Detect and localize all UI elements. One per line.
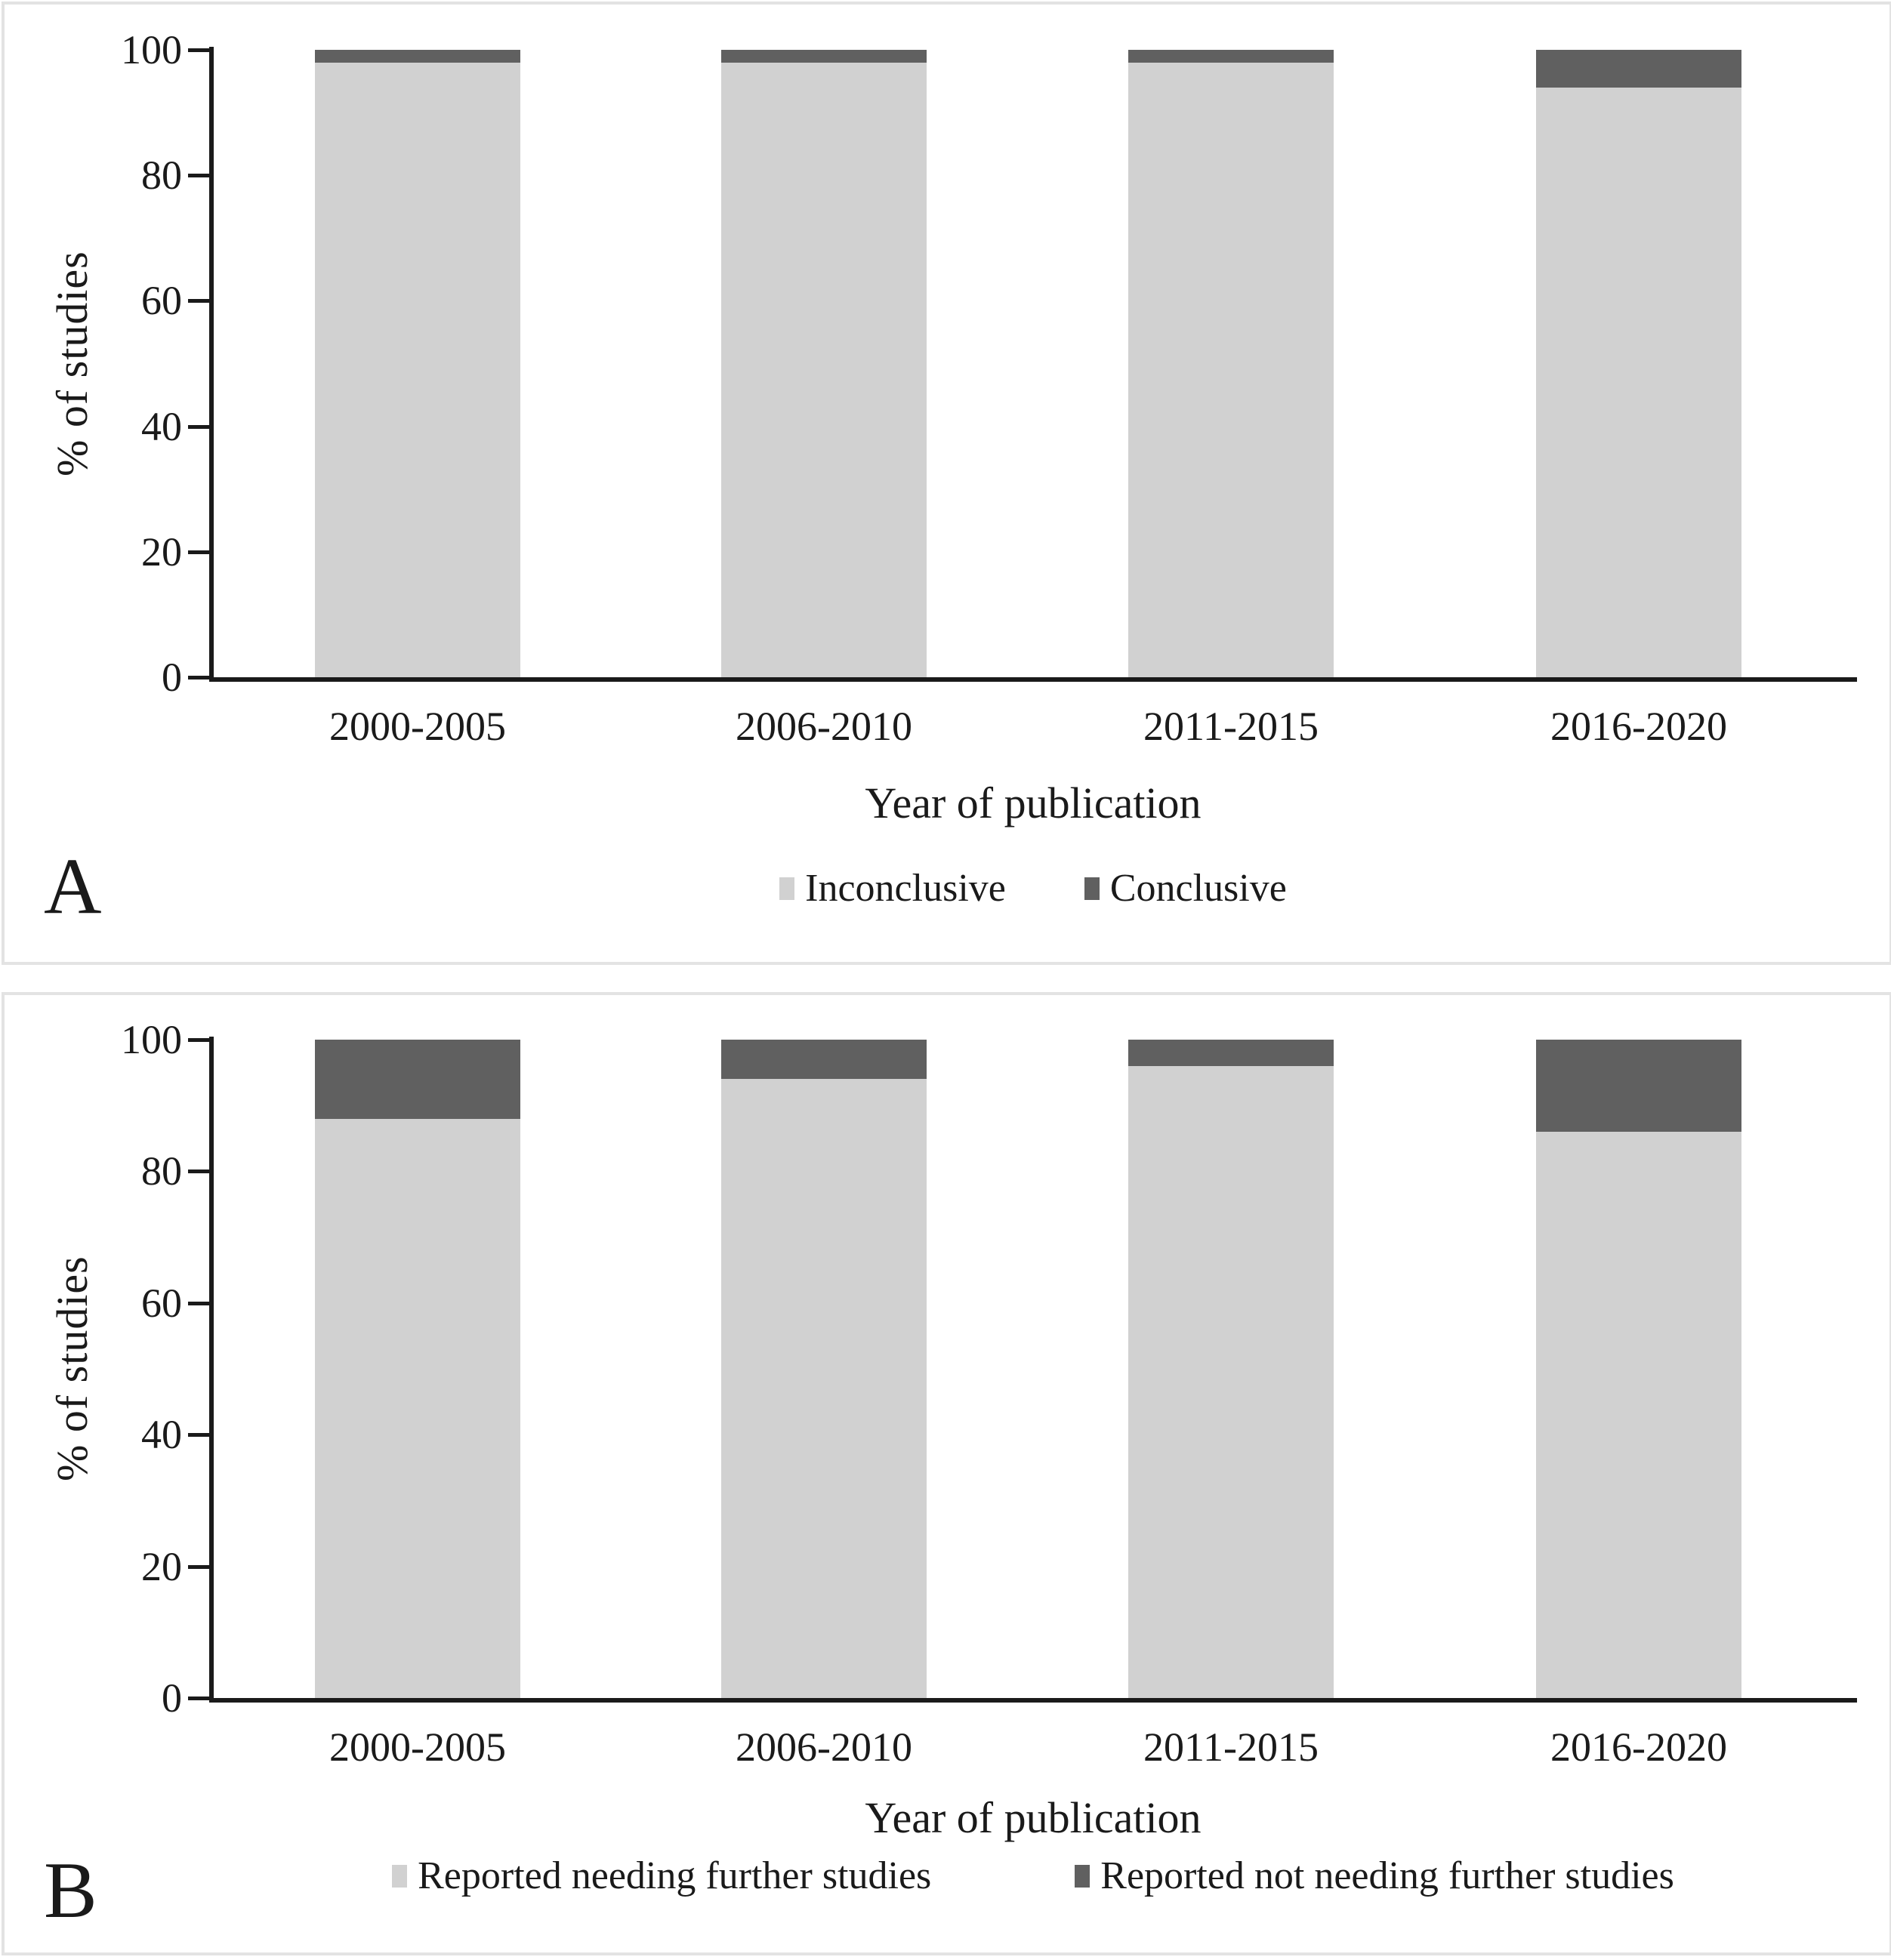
y-axis-line — [209, 1037, 214, 1701]
panel-b: 0 20 40 60 80 100 2000-2005 2006-2010 2011-2015 2… — [2, 992, 1891, 1955]
legend-item: Reported needing further studies — [392, 1854, 931, 1898]
bar-segment-reported-needing-further-studies — [721, 1079, 927, 1698]
y-tick — [188, 1038, 209, 1042]
x-tick-label: 2016-2020 — [1550, 704, 1727, 749]
x-axis-line — [209, 677, 1857, 682]
bar-segment-reported-needing-further-studies — [1536, 1132, 1741, 1698]
x-axis-title: Year of publication — [865, 778, 1202, 827]
legend-item: Inconclusive — [779, 867, 1006, 911]
bar-segment-reported-needing-further-studies — [1128, 1066, 1334, 1698]
y-tick-label: 80 — [141, 1148, 182, 1194]
legend-label: Inconclusive — [805, 867, 1006, 910]
x-tick-label: 2000-2005 — [329, 1724, 506, 1770]
y-tick — [188, 1433, 209, 1438]
legend-swatch-icon — [1075, 1865, 1090, 1888]
legend-swatch-icon — [392, 1865, 408, 1888]
bar-segment-reported-not-needing-further-studies — [1536, 1040, 1741, 1132]
legend-label: Conclusive — [1109, 867, 1287, 910]
x-tick-label: 2011-2015 — [1143, 1724, 1319, 1770]
y-tick — [188, 424, 209, 429]
legend-label: Reported needing further studies — [418, 1854, 932, 1897]
y-axis-title: % of studies — [48, 1256, 97, 1482]
legend-b: Reported needing further studies Reported… — [209, 1854, 1857, 1898]
chart-area-b: 0 20 40 60 80 100 2000-2005 2006-2010 2011-2015 2… — [5, 995, 1889, 1952]
y-tick — [188, 550, 209, 554]
bar-segment-conclusive — [1128, 50, 1334, 63]
x-axis-line — [209, 1698, 1857, 1703]
y-axis-line — [209, 47, 214, 680]
bar-segment-reported-not-needing-further-studies — [315, 1040, 520, 1119]
y-tick — [188, 174, 209, 178]
bar-segment-inconclusive — [1128, 63, 1334, 677]
x-axis-title: Year of publication — [865, 1793, 1202, 1842]
legend-label: Reported not needing further studies — [1100, 1854, 1674, 1897]
bar-segment-reported-not-needing-further-studies — [721, 1040, 927, 1079]
y-tick-label: 80 — [141, 153, 182, 199]
panel-letter-b: B — [44, 1846, 97, 1934]
y-tick — [188, 676, 209, 680]
legend-a: Inconclusive Conclusive — [209, 867, 1857, 911]
bar-segment-conclusive — [315, 50, 520, 63]
bar-segment-inconclusive — [721, 63, 927, 677]
y-tick — [188, 1564, 209, 1569]
y-tick — [188, 48, 209, 52]
y-tick-label: 60 — [141, 1280, 182, 1326]
y-tick-label: 20 — [141, 1543, 182, 1589]
legend-item: Reported not needing further studies — [1075, 1854, 1674, 1898]
x-tick-label: 2006-2010 — [736, 704, 912, 749]
bar-segment-conclusive — [1536, 50, 1741, 88]
y-tick-label: 100 — [121, 1017, 182, 1062]
y-tick-label: 100 — [121, 27, 182, 72]
x-tick-label: 2006-2010 — [736, 1724, 912, 1770]
y-tick-label: 0 — [162, 1675, 182, 1721]
legend-item: Conclusive — [1084, 867, 1287, 911]
y-tick-label: 40 — [141, 1412, 182, 1458]
panel-letter-a: A — [44, 842, 102, 930]
y-tick — [188, 299, 209, 304]
bar-segment-reported-not-needing-further-studies — [1128, 1040, 1334, 1066]
x-tick-label: 2016-2020 — [1550, 1724, 1727, 1770]
y-tick — [188, 1301, 209, 1305]
panel-a: 0 20 40 60 80 100 2000-2005 2006-2010 2011-2015 2… — [2, 2, 1891, 965]
y-tick — [188, 1697, 209, 1700]
y-tick-label: 40 — [141, 403, 182, 449]
x-tick-label: 2000-2005 — [329, 704, 506, 749]
bar-segment-conclusive — [721, 50, 927, 63]
chart-area-a: 0 20 40 60 80 100 2000-2005 2006-2010 2011-2015 2… — [5, 5, 1889, 962]
y-tick-label: 20 — [141, 529, 182, 575]
bar-segment-reported-needing-further-studies — [315, 1119, 520, 1698]
bar-segment-inconclusive — [1536, 88, 1741, 677]
bar-segment-inconclusive — [315, 63, 520, 677]
legend-swatch-icon — [779, 877, 795, 900]
y-tick-label: 60 — [141, 278, 182, 324]
y-tick — [188, 1170, 209, 1174]
y-tick-label: 0 — [162, 655, 182, 700]
x-tick-label: 2011-2015 — [1143, 704, 1319, 749]
legend-swatch-icon — [1084, 877, 1100, 900]
y-axis-title: % of studies — [48, 251, 97, 476]
